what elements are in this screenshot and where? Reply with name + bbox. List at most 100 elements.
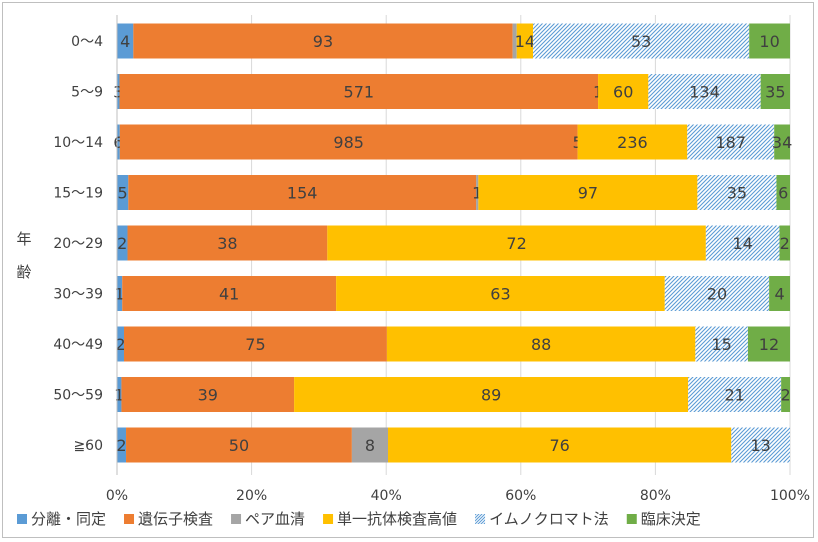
data-label: 10	[759, 32, 779, 51]
bar-segment	[648, 74, 761, 109]
data-label: 14	[733, 234, 753, 253]
data-label: 5	[118, 184, 128, 203]
legend-swatch	[323, 514, 334, 524]
bar-segment	[117, 175, 129, 210]
y-tick-label: 5～9	[71, 85, 103, 101]
x-tick-label: 0%	[106, 488, 128, 504]
x-tick-label: 60%	[505, 488, 536, 504]
data-label: 4	[774, 285, 784, 304]
data-label: 2	[116, 436, 126, 455]
y-tick-label: 40～49	[53, 337, 103, 353]
y-axis-title: 年	[16, 230, 31, 248]
bar-segment	[598, 74, 649, 109]
y-tick-label: 15～19	[53, 186, 103, 202]
bar-segment	[133, 23, 513, 59]
bar-segment	[128, 175, 477, 210]
y-tick-label: 50～59	[53, 388, 103, 404]
data-label: 571	[344, 83, 375, 102]
legend-swatch	[475, 514, 486, 524]
y-tick-label: ≧60	[73, 438, 103, 454]
data-label: 97	[578, 184, 598, 203]
bar-segment	[126, 427, 352, 463]
data-label: 89	[481, 386, 501, 405]
data-label: 60	[613, 83, 633, 102]
data-label: 39	[198, 386, 218, 405]
bar-segment	[731, 427, 790, 463]
bar-segment	[119, 74, 599, 109]
y-tick-label: 10～14	[53, 135, 103, 151]
bar-segment	[117, 276, 123, 311]
data-label: 72	[506, 234, 526, 253]
data-label: 63	[490, 285, 510, 304]
y-tick-label: 30～39	[53, 287, 103, 303]
bar-segment	[117, 124, 120, 160]
data-label: 4	[120, 32, 130, 51]
bar-segment	[760, 74, 790, 109]
bar-segment	[749, 23, 790, 59]
legend-label: ペア血清	[245, 510, 305, 528]
bar-segment	[121, 377, 295, 412]
data-label: 2	[780, 386, 790, 405]
data-label: 34	[772, 133, 792, 152]
bar-segment	[687, 124, 775, 160]
data-label: 3	[113, 83, 123, 102]
bar-segment	[117, 377, 122, 412]
data-label: 8	[365, 436, 375, 455]
bar-segment	[769, 276, 790, 311]
bar-segment	[351, 427, 389, 463]
data-label: 76	[549, 436, 569, 455]
data-label: 21	[724, 386, 744, 405]
data-label: 53	[631, 32, 651, 51]
bar-segment	[577, 124, 688, 160]
legend-label: 臨床決定	[641, 510, 701, 528]
data-label: 35	[765, 83, 785, 102]
data-label: 20	[707, 285, 727, 304]
data-label: 6	[113, 133, 123, 152]
data-label: 2	[117, 234, 127, 253]
legend-swatch	[231, 514, 242, 524]
bar-segment	[478, 175, 698, 210]
stacked-bar-chart: 4931453103571160134356985523618734515419…	[16, 15, 810, 528]
bar-segment	[476, 175, 479, 210]
bar-segment	[776, 175, 790, 210]
legend-swatch	[626, 514, 637, 524]
bar-segment	[705, 225, 780, 261]
bar-segment	[127, 225, 328, 261]
bar-segment	[386, 326, 696, 362]
y-tick-label: 20～29	[53, 236, 103, 252]
bar-segment	[512, 23, 517, 59]
data-label: 2	[115, 335, 125, 354]
bar-segment	[294, 377, 689, 412]
bar-segment	[388, 427, 732, 463]
bar-segment	[119, 124, 578, 160]
bar-segment	[697, 175, 777, 210]
data-label: 41	[219, 285, 239, 304]
bar-segment	[688, 377, 782, 412]
data-label: 985	[333, 133, 364, 152]
bar-segment	[117, 74, 120, 109]
bar-segment	[516, 23, 534, 59]
legend-label: 単一抗体検査高値	[337, 510, 457, 528]
data-label: 6	[778, 184, 788, 203]
bar-segment	[695, 326, 748, 362]
bar-segment	[779, 225, 790, 261]
data-label: 12	[759, 335, 779, 354]
legend-swatch	[124, 514, 135, 524]
data-label: 13	[750, 436, 770, 455]
legend-label: 分離・同定	[31, 510, 106, 528]
bar-segment	[781, 377, 790, 412]
data-label: 88	[531, 335, 551, 354]
y-tick-label: 0～4	[71, 34, 103, 50]
data-label: 154	[287, 184, 318, 203]
data-label: 236	[617, 133, 648, 152]
data-label: 75	[245, 335, 265, 354]
data-label: 38	[217, 234, 237, 253]
y-axis-title: 齢	[16, 263, 31, 281]
bar-segment	[533, 23, 750, 59]
x-tick-label: 40%	[371, 488, 402, 504]
data-label: 187	[715, 133, 746, 152]
legend-swatch	[17, 514, 27, 524]
data-label: 2	[780, 234, 790, 253]
data-label: 134	[689, 83, 720, 102]
